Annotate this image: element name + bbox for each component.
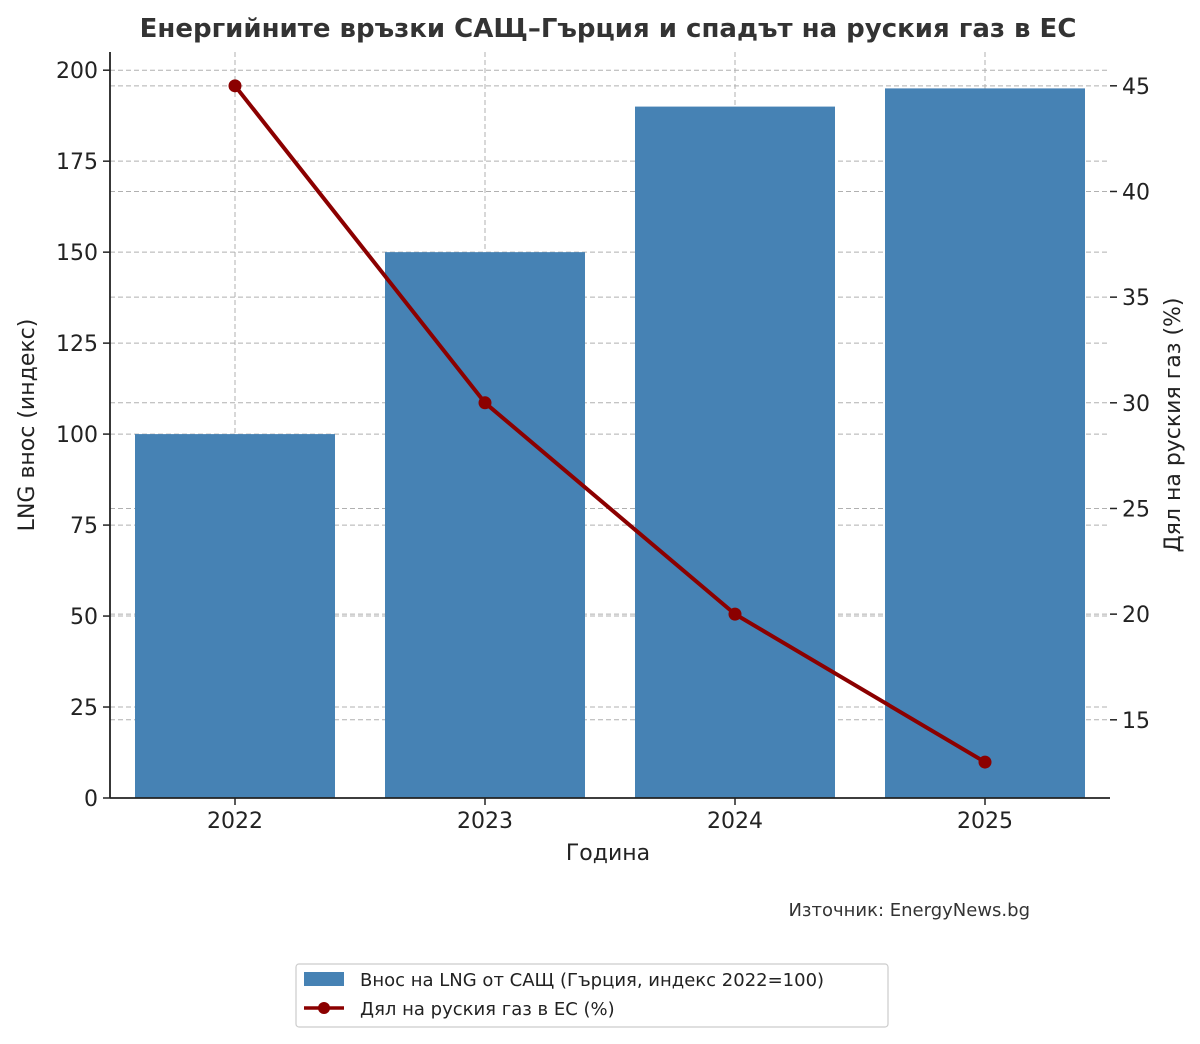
bars bbox=[135, 88, 1085, 798]
y-tick-label-right: 30 bbox=[1122, 392, 1150, 417]
x-axis-label: Година bbox=[566, 841, 650, 866]
legend-bar-swatch bbox=[304, 972, 344, 986]
y-tick-label-left: 25 bbox=[70, 696, 98, 721]
legend-line-label: Дял на руския газ в ЕС (%) bbox=[360, 999, 615, 1020]
y-axis-label-left: LNG внос (индекс) bbox=[15, 319, 40, 532]
line-path bbox=[233, 83, 987, 765]
line-point bbox=[478, 396, 492, 410]
line-point bbox=[978, 755, 992, 769]
y-tick-label-right: 15 bbox=[1122, 709, 1150, 734]
x-tick-label: 2025 bbox=[957, 809, 1013, 834]
x-tick-label: 2023 bbox=[457, 809, 513, 834]
y-tick-label-left: 125 bbox=[56, 332, 98, 357]
bar bbox=[135, 434, 335, 798]
y-tick-label-left: 200 bbox=[56, 59, 98, 84]
ticks: 0255075100125150175200152025303540452022… bbox=[56, 59, 1150, 834]
y-tick-label-left: 50 bbox=[70, 605, 98, 630]
y-tick-label-left: 100 bbox=[56, 423, 98, 448]
bar bbox=[885, 88, 1085, 798]
y-tick-label-left: 75 bbox=[70, 514, 98, 539]
legend-bar-label: Внос на LNG от САЩ (Гърция, индекс 2022=… bbox=[360, 970, 824, 991]
x-tick-label: 2022 bbox=[207, 809, 263, 834]
y-tick-label-left: 175 bbox=[56, 150, 98, 175]
bar bbox=[635, 106, 835, 798]
y-tick-label-left: 150 bbox=[56, 241, 98, 266]
chart-title: Енергийните връзки САЩ–Гърция и спадът н… bbox=[140, 14, 1077, 44]
line-series bbox=[228, 79, 992, 769]
bar bbox=[385, 252, 585, 798]
y-tick-label-right: 40 bbox=[1122, 180, 1150, 205]
legend-line-marker bbox=[318, 1002, 330, 1014]
source-note: Източник: EnergyNews.bg bbox=[788, 900, 1030, 921]
y-tick-label-left: 0 bbox=[84, 787, 98, 812]
y-tick-label-right: 45 bbox=[1122, 75, 1150, 100]
y-tick-label-right: 20 bbox=[1122, 603, 1150, 628]
legend-frame bbox=[295, 963, 889, 1028]
y-tick-label-right: 35 bbox=[1122, 286, 1150, 311]
y-tick-label-right: 25 bbox=[1122, 497, 1150, 522]
axes bbox=[109, 52, 1110, 799]
line-point bbox=[228, 79, 242, 93]
y-axis-label-right: Дял на руския газ (%) bbox=[1161, 297, 1186, 552]
legend: Внос на LNG от САЩ (Гърция, индекс 2022=… bbox=[295, 963, 889, 1028]
x-tick-label: 2024 bbox=[707, 809, 763, 834]
line-point bbox=[728, 607, 742, 621]
